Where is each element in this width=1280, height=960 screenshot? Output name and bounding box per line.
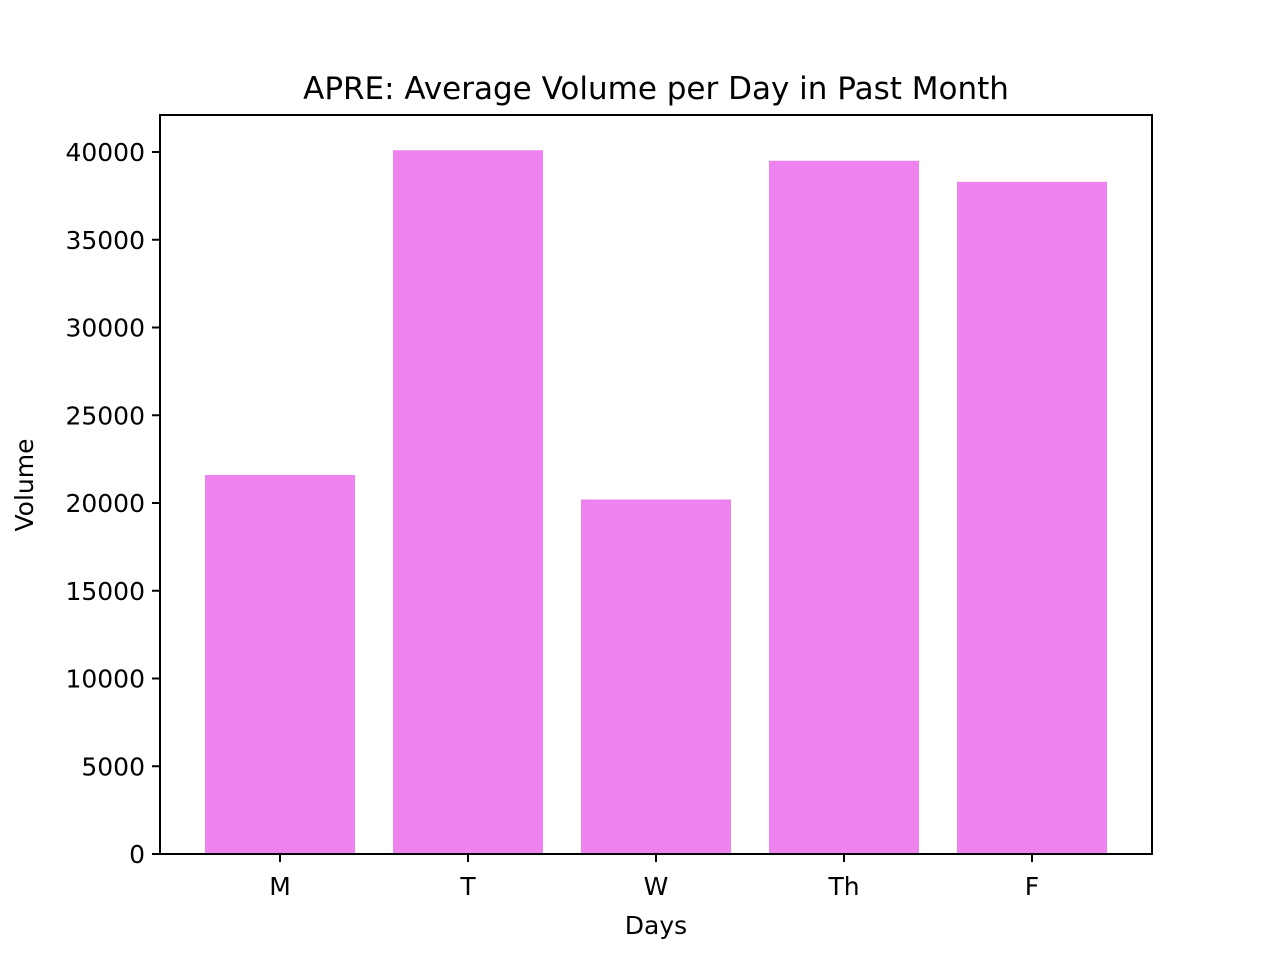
bar-w bbox=[581, 499, 731, 854]
x-tick-label: M bbox=[269, 872, 291, 901]
y-tick-label: 25000 bbox=[65, 401, 145, 430]
y-tick-label: 40000 bbox=[65, 138, 145, 167]
x-tick-label: F bbox=[1025, 872, 1039, 901]
y-axis-ticks: 0 5000 10000 15000 20000 25000 30000 35000 40000 bbox=[65, 138, 160, 869]
y-tick-label: 5000 bbox=[81, 752, 145, 781]
y-tick-label: 30000 bbox=[65, 314, 145, 343]
x-axis-label: Days bbox=[625, 911, 687, 940]
y-tick-label: 15000 bbox=[65, 577, 145, 606]
y-axis-label: Volume bbox=[10, 439, 39, 532]
bar-th bbox=[769, 160, 919, 854]
y-tick-label: 20000 bbox=[65, 489, 145, 518]
x-tick-label: Th bbox=[827, 872, 859, 901]
y-tick-label: 10000 bbox=[65, 665, 145, 694]
chart-title: APRE: Average Volume per Day in Past Mon… bbox=[303, 71, 1009, 107]
x-tick-label: T bbox=[459, 872, 476, 901]
y-tick-label: 0 bbox=[129, 840, 145, 869]
plot-frame bbox=[159, 114, 1153, 855]
x-tick-label: W bbox=[644, 872, 669, 901]
bars-layer bbox=[205, 150, 1107, 854]
bar-t bbox=[393, 150, 543, 854]
bar-f bbox=[957, 181, 1107, 854]
x-axis-ticks: M T W Th F bbox=[269, 854, 1039, 901]
y-tick-label: 35000 bbox=[65, 226, 145, 255]
bar-m bbox=[205, 474, 355, 854]
